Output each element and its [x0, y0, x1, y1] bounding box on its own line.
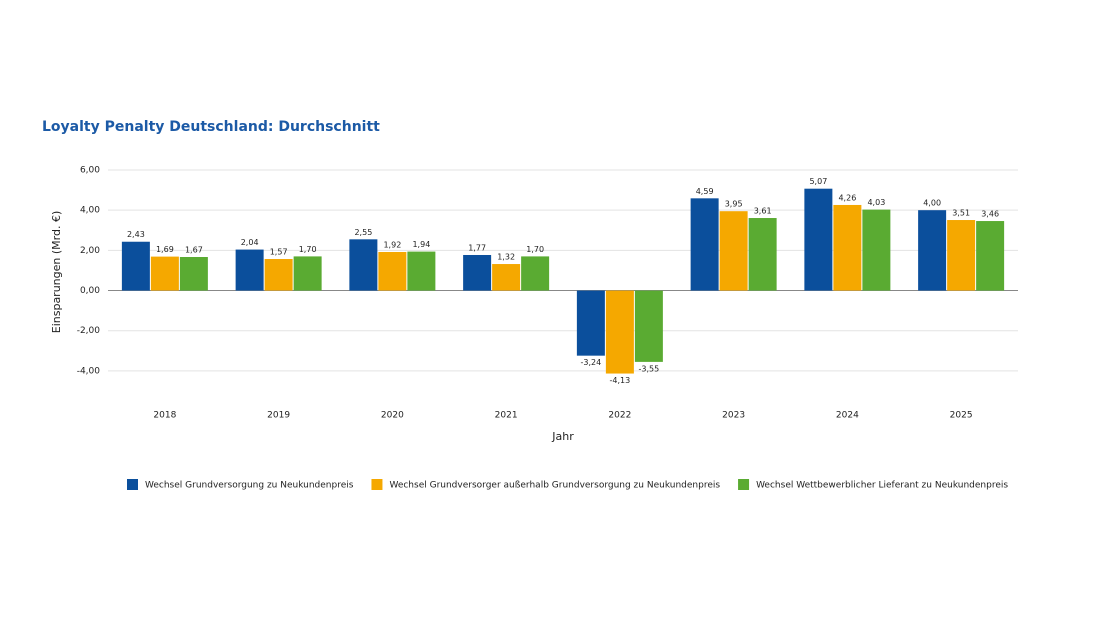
bar: [576, 290, 605, 356]
y-tick-label: 6,00: [80, 166, 100, 176]
bar: [492, 264, 521, 291]
value-label: 2,55: [354, 228, 372, 237]
x-tick-label: 2024: [836, 411, 859, 421]
y-tick-label: -4,00: [77, 366, 101, 376]
legend-label: Wechsel Grundversorgung zu Neukundenprei…: [145, 481, 354, 491]
value-label: 1,92: [383, 240, 401, 249]
value-label: 1,70: [526, 245, 544, 254]
value-label: 2,43: [127, 230, 145, 239]
y-tick-label: 4,00: [80, 206, 100, 216]
value-label: 3,61: [754, 207, 772, 216]
value-label: 4,59: [696, 187, 714, 196]
bar: [264, 259, 293, 291]
bar: [634, 290, 663, 362]
bar: [748, 218, 777, 291]
value-label: 2,04: [241, 238, 259, 247]
bar: [378, 251, 407, 291]
y-axis-title: Einsparungen (Mrd. €): [50, 211, 63, 334]
value-label: 4,00: [923, 199, 941, 208]
value-label: 3,95: [725, 200, 743, 209]
y-tick-label: -2,00: [77, 326, 101, 336]
x-tick-label: 2020: [381, 411, 404, 421]
bar: [605, 290, 634, 374]
value-label: 3,51: [952, 209, 970, 218]
bar: [179, 257, 208, 291]
bar: [862, 209, 891, 291]
bar: [804, 188, 833, 291]
legend-swatch: [371, 479, 383, 490]
y-tick-label: 0,00: [80, 286, 100, 296]
legend-label: Wechsel Wettbewerblicher Lieferant zu Ne…: [756, 481, 1008, 491]
bar: [463, 254, 492, 291]
bar: [833, 204, 862, 291]
bar: [521, 256, 550, 291]
value-label: 1,70: [299, 245, 317, 254]
x-tick-label: 2025: [950, 411, 973, 421]
x-tick-label: 2023: [722, 411, 745, 421]
value-label: -4,13: [610, 376, 631, 385]
value-label: 3,46: [981, 210, 999, 219]
bar: [349, 239, 378, 291]
bar: [407, 251, 436, 291]
bar: [121, 241, 150, 291]
value-label: 1,77: [468, 243, 486, 252]
bar: [150, 256, 179, 291]
x-tick-label: 2021: [495, 411, 518, 421]
bar: [293, 256, 322, 291]
value-label: 1,69: [156, 245, 174, 254]
x-tick-label: 2019: [267, 411, 290, 421]
value-label: 1,94: [412, 240, 430, 249]
value-label: 1,67: [185, 246, 203, 255]
x-axis-title: Jahr: [551, 430, 574, 443]
value-label: 1,57: [270, 248, 288, 257]
value-label: 5,07: [809, 177, 827, 186]
y-tick-label: 2,00: [80, 246, 100, 256]
bar: [947, 220, 976, 291]
bar: [918, 210, 947, 291]
chart-title: Loyalty Penalty Deutschland: Durchschnit…: [42, 119, 380, 135]
bar: [719, 211, 748, 291]
value-label: 4,26: [838, 193, 856, 202]
legend-swatch: [738, 479, 750, 490]
bar: [690, 198, 719, 291]
x-tick-label: 2018: [153, 411, 176, 421]
x-tick-label: 2022: [608, 411, 631, 421]
value-label: -3,55: [639, 364, 660, 373]
legend-label: Wechsel Grundversorger außerhalb Grundve…: [389, 481, 720, 491]
value-label: -3,24: [581, 358, 602, 367]
value-label: 4,03: [867, 198, 885, 207]
bar: [235, 249, 264, 291]
legend-swatch: [127, 479, 138, 490]
value-label: 1,32: [497, 253, 515, 262]
bar: [976, 221, 1005, 291]
